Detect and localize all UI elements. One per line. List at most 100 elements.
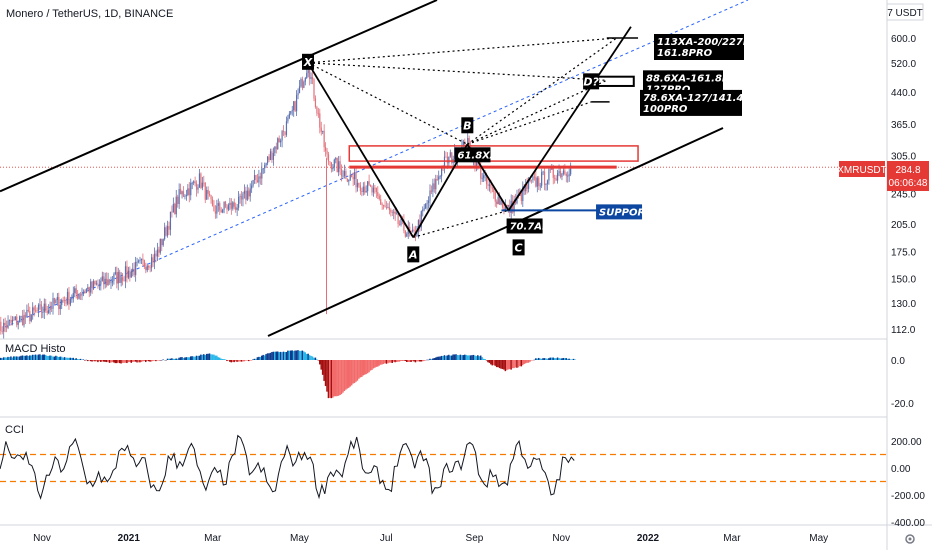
macd-bar	[548, 358, 550, 360]
macd-bar	[69, 357, 72, 360]
macd-bar	[104, 360, 106, 362]
macd-bar	[120, 360, 122, 364]
time-axis-label: Sep	[466, 533, 484, 544]
point-marker-box[interactable]	[512, 239, 525, 256]
macd-bar	[421, 360, 424, 362]
macd-bar	[556, 357, 559, 360]
channel-upper-line[interactable]	[0, 0, 438, 193]
candle-body	[275, 146, 277, 150]
candle-body	[430, 190, 433, 192]
point-marker-box[interactable]	[302, 53, 315, 70]
macd-bar	[494, 360, 496, 366]
price-axis-label: 112.0	[891, 325, 916, 336]
candle-body	[488, 184, 491, 186]
macd-bar	[464, 354, 466, 360]
macd-bar	[55, 355, 57, 360]
point-marker-box[interactable]	[407, 246, 420, 263]
ratio-707ab-annotation-box[interactable]	[506, 218, 543, 234]
support-annotation-box[interactable]	[596, 204, 643, 220]
macd-bar	[182, 357, 185, 360]
candle-body	[240, 196, 243, 200]
macd-bar	[545, 358, 547, 360]
macd-bar	[188, 357, 190, 360]
macd-bar	[221, 359, 224, 360]
point-marker-box[interactable]	[461, 117, 474, 134]
macd-bar	[414, 360, 417, 363]
macd-bar	[524, 360, 527, 364]
candle-body	[329, 161, 331, 163]
candle-body	[323, 130, 325, 148]
time-axis-label: May	[809, 533, 828, 544]
candle-body	[541, 172, 543, 186]
channel-lower-line[interactable]	[267, 127, 724, 337]
macd-bar	[391, 360, 393, 363]
candle-body	[10, 320, 12, 323]
candle-body	[243, 190, 246, 194]
candle-body	[98, 284, 101, 286]
pattern-projection-leg[interactable]	[507, 26, 632, 211]
candle-body	[287, 117, 289, 122]
macd-bar	[44, 354, 47, 360]
macd-bar	[246, 360, 248, 361]
candle-body	[291, 110, 293, 112]
macd-bar	[27, 356, 30, 360]
candle-body	[75, 288, 77, 294]
candle-body	[269, 151, 272, 161]
candle-body	[30, 314, 32, 322]
macd-bar	[381, 360, 383, 365]
target-100pro-annotation-box[interactable]	[640, 89, 742, 116]
resistance-zone-box[interactable]	[348, 145, 639, 162]
candle-body	[81, 293, 83, 296]
candle-body	[111, 280, 114, 283]
macd-bar	[114, 360, 117, 364]
macd-bar	[481, 357, 483, 360]
pattern-leg[interactable]	[307, 62, 415, 238]
macd-bar	[169, 358, 172, 360]
candle-body	[316, 106, 318, 114]
target-161pro-annotation-box[interactable]	[654, 34, 744, 60]
candle-body	[298, 86, 301, 93]
candle-body	[523, 186, 525, 192]
d-zone-box[interactable]	[594, 75, 635, 87]
macd-bar	[330, 360, 333, 399]
currency-button[interactable]: 7 USDT	[886, 3, 924, 21]
candle-body	[507, 205, 509, 207]
macd-bar	[131, 360, 134, 362]
macd-bar	[332, 360, 334, 398]
ratio-707ab-annotation-text: 70.7AB	[510, 221, 550, 232]
candle-body	[282, 131, 285, 133]
candle-body	[296, 95, 298, 112]
macd-bar	[73, 358, 76, 360]
candle-body	[148, 265, 150, 268]
point-marker-box[interactable]	[583, 73, 600, 90]
target-100pro-annotation-text: 100PRO	[643, 104, 688, 115]
macd-bar	[176, 358, 179, 360]
candle-body	[532, 176, 534, 181]
macd-bar	[142, 360, 144, 362]
ratio-618xa-annotation-box[interactable]	[454, 147, 491, 163]
macd-bar	[304, 352, 306, 360]
candle-body	[239, 196, 241, 197]
candle-body	[503, 207, 505, 210]
macd-bar	[72, 357, 74, 360]
candle-body	[114, 272, 116, 275]
macd-bar	[498, 360, 501, 369]
candle-body	[538, 177, 540, 186]
candle-body	[525, 184, 527, 192]
macd-bar	[129, 360, 131, 362]
candle-body	[52, 298, 54, 309]
macd-bar	[465, 354, 467, 360]
candle-body	[209, 193, 211, 196]
gear-icon[interactable]	[905, 534, 915, 544]
macd-bar	[561, 358, 563, 360]
macd-bar	[147, 360, 150, 362]
candle-body	[377, 192, 379, 196]
candle-body	[194, 181, 196, 184]
candle-body	[181, 191, 183, 195]
candle-body	[345, 170, 347, 179]
candle-body	[371, 185, 373, 193]
macd-bar	[68, 357, 70, 360]
macd-bar	[52, 356, 54, 360]
